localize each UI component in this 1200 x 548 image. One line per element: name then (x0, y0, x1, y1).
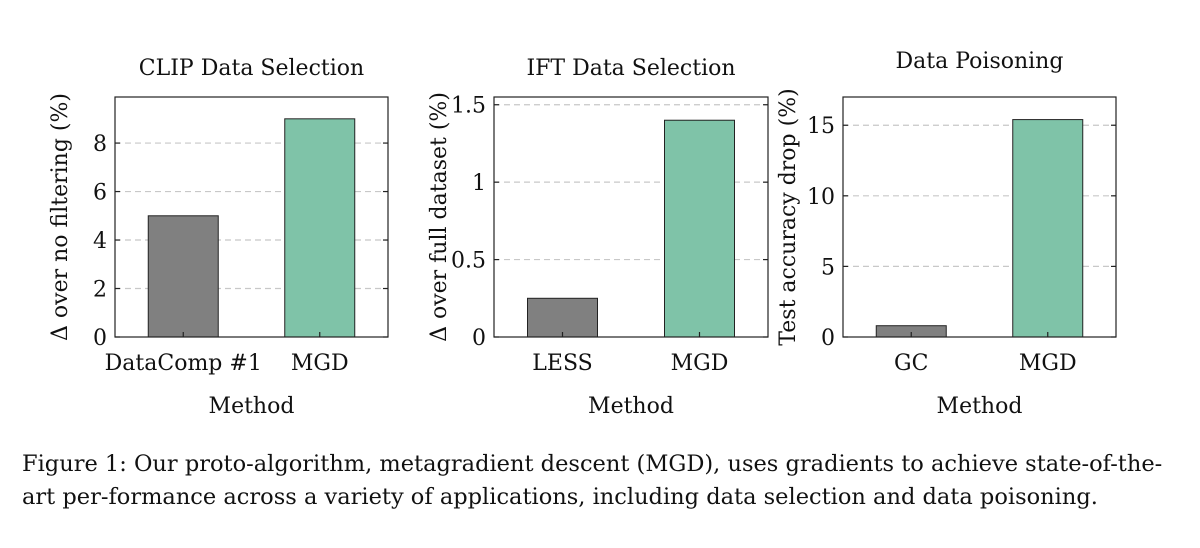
chart-1-category-label: DataComp #1 (105, 351, 262, 376)
chart-1-category-label: MGD (291, 351, 349, 376)
chart-2-category-label: MGD (671, 351, 729, 376)
chart-3-category-label: MGD (1019, 351, 1077, 376)
chart-2-ytick-label: 1 (472, 171, 486, 196)
chart-3-ytick-label: 15 (807, 114, 835, 139)
chart-1-title: CLIP Data Selection (139, 56, 364, 81)
chart-1-ylabel: Δ over no filtering (%) (48, 93, 73, 341)
figure-caption: Figure 1: Our proto-algorithm, metagradi… (22, 451, 1163, 510)
chart-1-ytick-label: 0 (93, 326, 107, 351)
chart-3-ytick-label: 0 (821, 326, 835, 351)
chart-1-ytick-label: 6 (93, 181, 107, 206)
chart-1-bar-1 (147, 215, 219, 338)
chart-2-bar-1 (527, 297, 598, 338)
chart-3-category-label: GC (894, 351, 928, 376)
chart-3-ytick-label: 5 (821, 255, 835, 280)
chart-1-plot-frame (114, 96, 389, 338)
chart-2-ylabel: Δ over full dataset (%) (427, 92, 452, 342)
chart-2-bar-2 (664, 119, 735, 338)
chart-3-plot-frame (842, 96, 1117, 338)
chart-1-ytick-label: 2 (93, 278, 107, 303)
chart-3-ylabel: Test accuracy drop (%) (776, 88, 801, 345)
chart-3-xlabel: Method (937, 394, 1023, 419)
chart-2-plot-frame (493, 96, 769, 338)
chart-1-ytick-label: 8 (93, 132, 107, 157)
chart-2-ytick-label: 0 (472, 326, 486, 351)
chart-1-ytick-label: 4 (93, 229, 107, 254)
chart-2-title: IFT Data Selection (526, 56, 735, 81)
chart-3-title: Data Poisoning (896, 49, 1064, 74)
chart-3-bar-2 (1012, 119, 1084, 338)
chart-2-ytick-label: 0.5 (451, 249, 486, 274)
figure: 0 2 4 6 8 DataComp #1 MGD CLIP Data Selection Me… (48, 49, 1117, 419)
chart-1-bar-2 (284, 118, 356, 338)
chart-3-ytick-label: 10 (807, 185, 835, 210)
chart-1-xlabel: Method (209, 394, 295, 419)
chart-2-ytick-label: 1.5 (451, 94, 486, 119)
chart-2-xlabel: Method (588, 394, 674, 419)
chart-2-category-label: LESS (532, 351, 592, 376)
